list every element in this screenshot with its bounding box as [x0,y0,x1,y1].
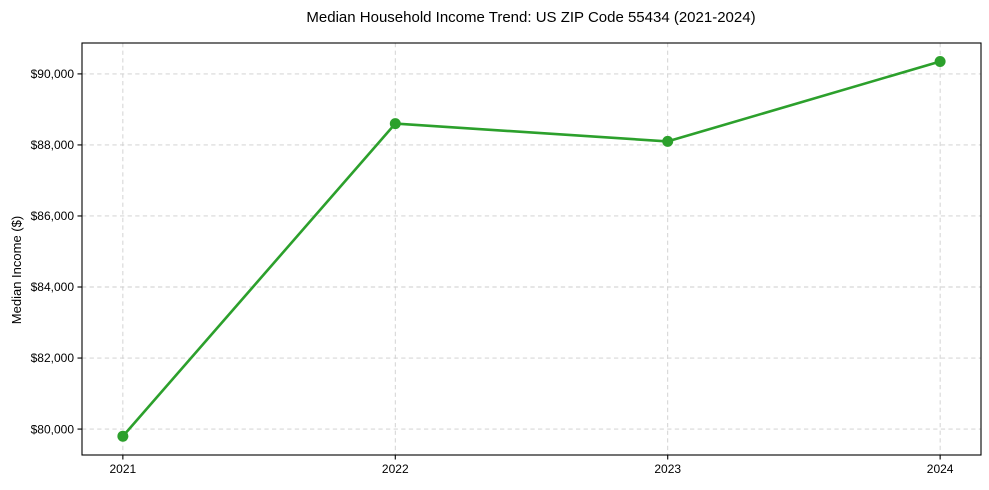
line-chart: $80,000 $82,000 $84,000 $86,000 $88,000 $90,0… [0,0,989,490]
data-point-marker [935,56,946,67]
axes [78,43,982,460]
y-tick-label: $90,000 [31,67,75,81]
x-tick-label: 2023 [654,462,681,476]
y-tick-label: $86,000 [31,209,75,223]
data-point-marker [662,136,673,147]
x-tick-label: 2021 [110,462,137,476]
data-point-marker [117,431,128,442]
tick-labels: $80,000 $82,000 $84,000 $86,000 $88,000 $90,0… [31,67,954,476]
chart-title: Median Household Income Trend: US ZIP Co… [306,9,755,26]
y-tick-label: $84,000 [31,280,75,294]
data-series [117,56,945,442]
y-axis-label: Median Income ($) [9,216,24,324]
y-tick-label: $80,000 [31,422,75,436]
y-tick-label: $82,000 [31,351,75,365]
plot-border [82,43,981,455]
trend-line [123,62,940,437]
y-tick-label: $88,000 [31,138,75,152]
x-tick-label: 2022 [382,462,409,476]
chart-figure: $80,000 $82,000 $84,000 $86,000 $88,000 $90,0… [0,0,989,490]
x-tick-label: 2024 [927,462,954,476]
grid [82,43,981,455]
data-point-marker [390,118,401,129]
